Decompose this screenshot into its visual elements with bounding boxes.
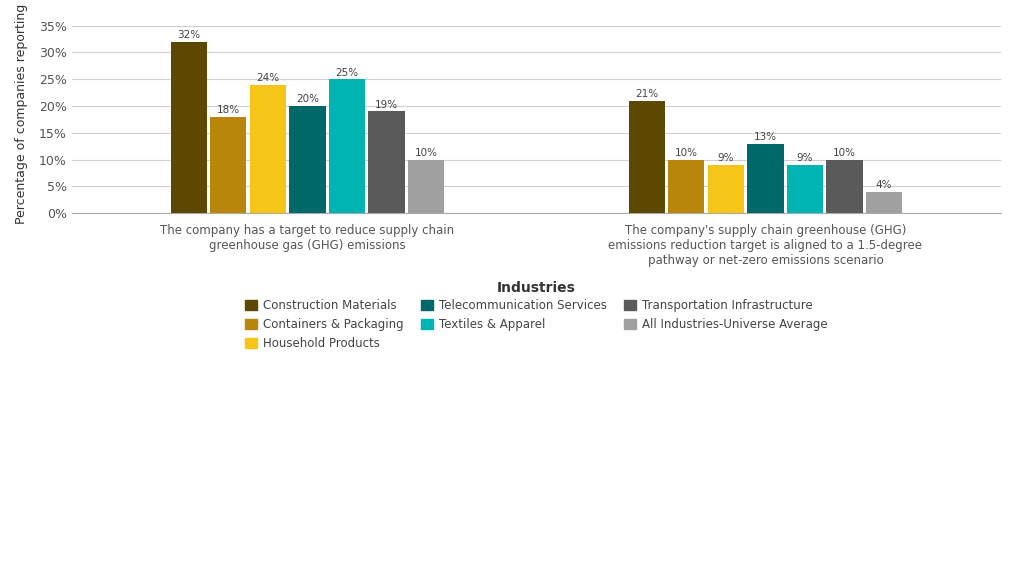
Text: 10%: 10% [675,148,698,158]
Bar [210,117,247,213]
Text: 25%: 25% [335,68,359,78]
X-axis label: Industries: Industries [497,281,576,295]
Bar [329,79,365,213]
Text: 21%: 21% [635,89,658,99]
Text: 9%: 9% [797,153,813,164]
Bar [866,192,902,213]
Text: 19%: 19% [375,100,398,110]
Text: 24%: 24% [256,73,279,83]
Text: 18%: 18% [216,105,240,115]
Bar [369,111,404,213]
Text: 32%: 32% [177,30,200,40]
Text: 9%: 9% [717,153,735,164]
Y-axis label: Percentage of companies reporting: Percentage of companies reporting [15,4,28,224]
Bar [407,160,444,213]
Bar [748,143,783,213]
Bar [669,160,704,213]
Text: 10%: 10% [833,148,856,158]
Bar [250,85,287,213]
Text: 10%: 10% [415,148,438,158]
Text: 4%: 4% [876,180,892,190]
Bar [171,42,207,213]
Legend: Construction Materials, Containers & Packaging, Household Products, Telecommunic: Construction Materials, Containers & Pac… [241,294,832,354]
Text: 13%: 13% [754,132,777,142]
Text: 20%: 20% [296,95,319,104]
Bar [629,101,664,213]
Bar [290,106,325,213]
Bar [708,165,744,213]
Bar [826,160,863,213]
Bar [786,165,823,213]
